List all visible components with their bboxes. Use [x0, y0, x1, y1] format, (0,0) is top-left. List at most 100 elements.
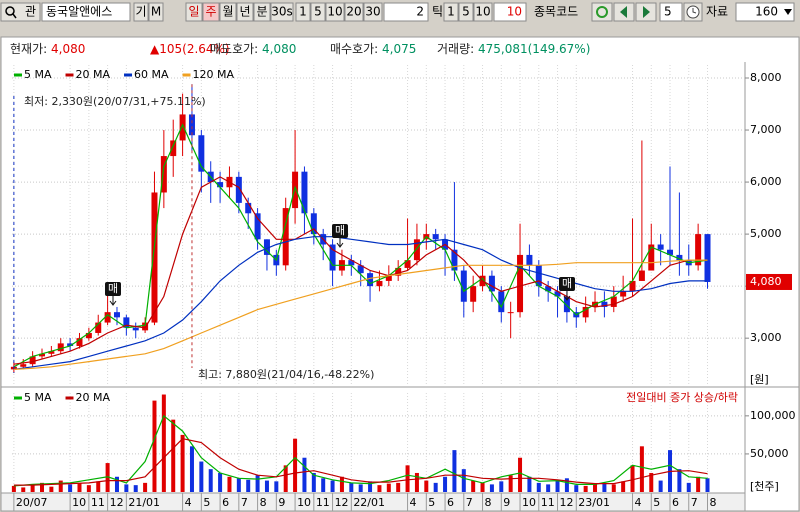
info-label: 매수호가: — [330, 42, 378, 56]
info-item: ▲105(2.64%) — [150, 42, 230, 56]
candle-body — [545, 286, 552, 292]
toolbar-button[interactable] — [253, 2, 271, 22]
volume-bar — [189, 446, 194, 492]
info-label: 매도호가: — [210, 42, 258, 56]
ma-line — [13, 438, 708, 486]
toolbar-label[interactable]: 10 — [327, 5, 342, 19]
volume-bar — [199, 461, 204, 492]
x-tick-label: 9 — [503, 496, 510, 509]
toolbar-label[interactable]: 30s — [271, 5, 293, 19]
info-item: 매수호가: 4,075 — [330, 42, 416, 56]
toolbar-label[interactable]: 30 — [365, 5, 380, 19]
y-unit: [천주] — [750, 479, 779, 493]
volume-bar — [58, 480, 63, 492]
volume-bar — [499, 481, 504, 492]
toolbar-input[interactable] — [41, 2, 131, 22]
volume-bar — [264, 480, 269, 492]
volume-bar — [77, 482, 82, 492]
x-tick-label: 6 — [672, 496, 679, 509]
candle-body — [85, 332, 92, 339]
x-axis-band — [0, 492, 746, 512]
signal-label: 매 — [108, 282, 118, 295]
x-tick-label: 10 — [522, 496, 536, 509]
y-tick-label: 5,000 — [750, 227, 782, 240]
toolbar-label[interactable]: 주 — [205, 5, 216, 19]
toolbar-label[interactable]: 일 — [188, 5, 199, 19]
volume-bar — [555, 480, 560, 492]
toolbar-button[interactable] — [591, 2, 613, 22]
toolbar-button[interactable] — [270, 2, 294, 22]
toolbar-label[interactable]: 월 — [222, 5, 233, 19]
annotation: 최고: 7,880원(21/04/16,-48.22%) — [198, 368, 374, 381]
ma-line — [13, 236, 708, 370]
volume-bar — [152, 400, 157, 492]
legend-label: 5 MA — [24, 391, 52, 404]
volume-bar — [593, 484, 598, 492]
toolbar-label[interactable]: 관 — [25, 5, 36, 19]
toolbar-button[interactable] — [363, 2, 383, 22]
toolbar-button[interactable] — [443, 2, 459, 22]
toolbar-button[interactable] — [325, 2, 345, 22]
signal-label: 매 — [335, 224, 345, 237]
toolbar-button[interactable] — [295, 2, 311, 22]
volume-bar — [302, 457, 307, 492]
candle-body — [123, 317, 130, 328]
volume-bar — [443, 476, 448, 492]
toolbar-input[interactable] — [493, 2, 527, 22]
toolbar-label[interactable]: 년 — [239, 5, 250, 19]
candle-body — [170, 140, 177, 157]
candle-body — [601, 301, 608, 307]
volume-bar — [11, 485, 16, 492]
toolbar-label[interactable]: 20 — [346, 5, 361, 19]
toolbar-button[interactable] — [219, 2, 237, 22]
toolbar-label: 자료 — [706, 5, 728, 19]
toolbar-label[interactable]: 기 — [135, 5, 146, 19]
toolbar-label[interactable]: 160 — [755, 5, 778, 19]
search-icon — [5, 6, 15, 16]
volume-bar — [405, 465, 410, 492]
toolbar-button[interactable] — [458, 2, 474, 22]
toolbar-label[interactable]: 1 — [299, 5, 307, 19]
toolbar-button[interactable] — [310, 2, 326, 22]
x-tick-label: 5 — [428, 496, 435, 509]
toolbar-label[interactable]: 분 — [256, 5, 267, 19]
x-tick-label: 4 — [410, 496, 417, 509]
x-tick-label: 6 — [447, 496, 454, 509]
toolbar-input[interactable] — [659, 2, 683, 22]
toolbar-button[interactable] — [202, 2, 220, 22]
toolbar-label[interactable]: 5 — [664, 5, 672, 19]
toolbar-input[interactable] — [383, 2, 429, 22]
toolbar-label[interactable]: 2 — [416, 5, 424, 19]
volume-bar — [283, 465, 288, 492]
volume-bar — [602, 482, 607, 492]
y-tick-label: 50,000 — [750, 447, 789, 460]
x-tick-label: 8 — [485, 496, 492, 509]
toolbar-button[interactable] — [236, 2, 254, 22]
volume-bar — [330, 480, 335, 492]
volume-bar — [508, 475, 513, 492]
toolbar-button[interactable] — [148, 2, 164, 22]
toolbar-label[interactable]: 10 — [507, 5, 522, 19]
volume-bar — [30, 485, 35, 492]
toolbar-button[interactable] — [133, 2, 149, 22]
volume-bar — [274, 481, 279, 492]
x-tick-label: 12 — [335, 496, 349, 509]
search-icon — [12, 13, 17, 19]
toolbar-label[interactable]: 5 — [462, 5, 470, 19]
candle-body — [385, 275, 392, 281]
toolbar-label[interactable]: 1 — [447, 5, 455, 19]
toolbar-button[interactable] — [185, 2, 203, 22]
volume-bar — [433, 482, 438, 492]
x-tick-label: 4 — [185, 496, 192, 509]
toolbar-label[interactable]: 10 — [475, 5, 490, 19]
volume-bar — [461, 469, 466, 492]
dropdown-arrow — [784, 9, 792, 15]
toolbar-label[interactable]: 5 — [314, 5, 322, 19]
candle-body — [263, 239, 270, 255]
toolbar-label[interactable]: M — [151, 5, 161, 19]
toolbar-label[interactable]: 동국알앤에스 — [46, 5, 112, 19]
toolbar-input[interactable] — [735, 2, 795, 22]
toolbar-button[interactable] — [473, 2, 493, 22]
x-tick-label: 23/01 — [578, 496, 610, 509]
toolbar-button[interactable] — [344, 2, 364, 22]
